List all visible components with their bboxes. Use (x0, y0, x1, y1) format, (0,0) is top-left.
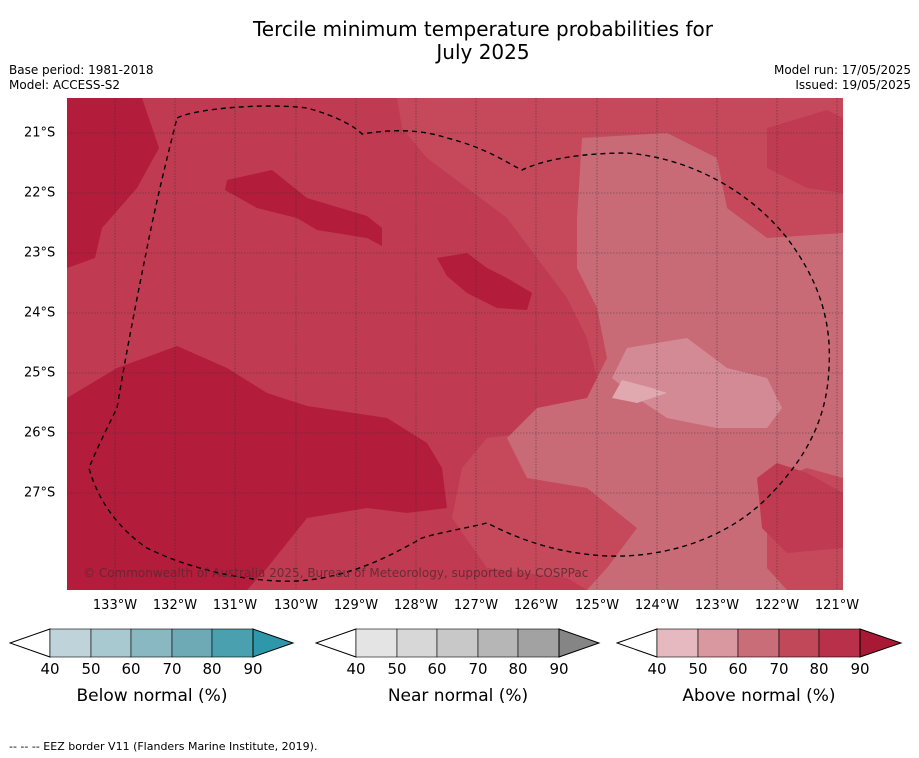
region-above-70-80-ne (767, 110, 843, 193)
issued-date: Issued: 19/05/2025 (795, 78, 911, 92)
tick-below-60: 60 (121, 660, 141, 678)
lon-label-121w: 121°W (814, 598, 860, 613)
lat-label-25s: 25°S (24, 365, 56, 381)
lon-label-133w: 133°W (92, 598, 138, 613)
lat-label-23s: 23°S (24, 245, 56, 261)
region-above-50-60 (612, 338, 782, 428)
legend-title-above: Above normal (%) (682, 686, 836, 706)
model-run: Model run: 17/05/2025 (773, 63, 911, 77)
lat-label-27s: 27°S (24, 485, 56, 501)
meta-left: Base period: 1981-2018 Model: ACCESS-S2 (9, 63, 154, 93)
lon-label-123w: 123°W (694, 598, 740, 613)
lon-label-130w: 130°W (273, 598, 319, 613)
lon-label-126w: 126°W (513, 598, 559, 613)
tick-above-50: 50 (688, 660, 708, 678)
legend-title-near: Near normal (%) (387, 686, 529, 706)
grid-lines (67, 98, 843, 590)
colorbar-below-normal (9, 628, 295, 658)
lon-label-127w: 127°W (453, 598, 499, 613)
lon-label-128w: 128°W (393, 598, 439, 613)
lat-label-24s: 24°S (24, 305, 56, 321)
tick-near-70: 70 (468, 660, 488, 678)
tick-above-70: 70 (769, 660, 789, 678)
legend-near-normal (315, 626, 601, 660)
tick-above-90: 90 (850, 660, 870, 678)
eez-border (88, 105, 831, 582)
tick-near-60: 60 (427, 660, 447, 678)
map-title: Tercile minimum temperature probabilitie… (0, 18, 919, 64)
lon-label-131w: 131°W (212, 598, 258, 613)
tick-near-50: 50 (387, 660, 407, 678)
tick-below-70: 70 (162, 660, 182, 678)
region-above-80-90-nw (67, 98, 159, 268)
region-above-80-90-sw (67, 346, 447, 590)
meta-right: Model run: 17/05/2025 Issued: 19/05/2025 (774, 63, 911, 93)
lat-label-21s: 21°S (24, 125, 56, 141)
base-period: Base period: 1981-2018 (9, 63, 154, 77)
tick-above-60: 60 (728, 660, 748, 678)
region-above-80-90-n (225, 170, 382, 246)
legend-above-normal (616, 626, 903, 660)
lon-label-125w: 125°W (574, 598, 620, 613)
region-above-80-90-c (437, 253, 532, 310)
tick-near-90: 90 (549, 660, 569, 678)
lon-label-129w: 129°W (333, 598, 379, 613)
tick-below-50: 50 (81, 660, 101, 678)
tick-below-40: 40 (40, 660, 60, 678)
tick-above-40: 40 (647, 660, 667, 678)
tick-below-80: 80 (202, 660, 222, 678)
title-line-2: July 2025 (436, 40, 530, 64)
tick-above-80: 80 (809, 660, 829, 678)
lat-label-22s: 22°S (24, 185, 56, 201)
lon-label-132w: 132°W (152, 598, 198, 613)
region-above-40-50 (612, 380, 667, 403)
lon-label-122w: 122°W (754, 598, 800, 613)
map-canvas (67, 98, 843, 590)
colorbar-above-normal (616, 628, 903, 658)
tick-below-90: 90 (243, 660, 263, 678)
copyright-notice: © Commonwealth of Australia 2025, Bureau… (83, 566, 589, 580)
eez-footnote: -- -- -- EEZ border V11 (Flanders Marine… (9, 740, 318, 753)
model-name: Model: ACCESS-S2 (9, 78, 121, 92)
legend-title-below: Below normal (%) (76, 686, 228, 706)
title-line-1: Tercile minimum temperature probabilitie… (252, 17, 714, 41)
tick-near-40: 40 (346, 660, 366, 678)
lon-label-124w: 124°W (634, 598, 680, 613)
lat-label-26s: 26°S (24, 425, 56, 441)
tick-near-80: 80 (508, 660, 528, 678)
region-above-70-80-se (757, 463, 843, 553)
colorbar-near-normal (315, 628, 601, 658)
legend-below-normal (9, 626, 295, 660)
probability-map (67, 98, 843, 590)
